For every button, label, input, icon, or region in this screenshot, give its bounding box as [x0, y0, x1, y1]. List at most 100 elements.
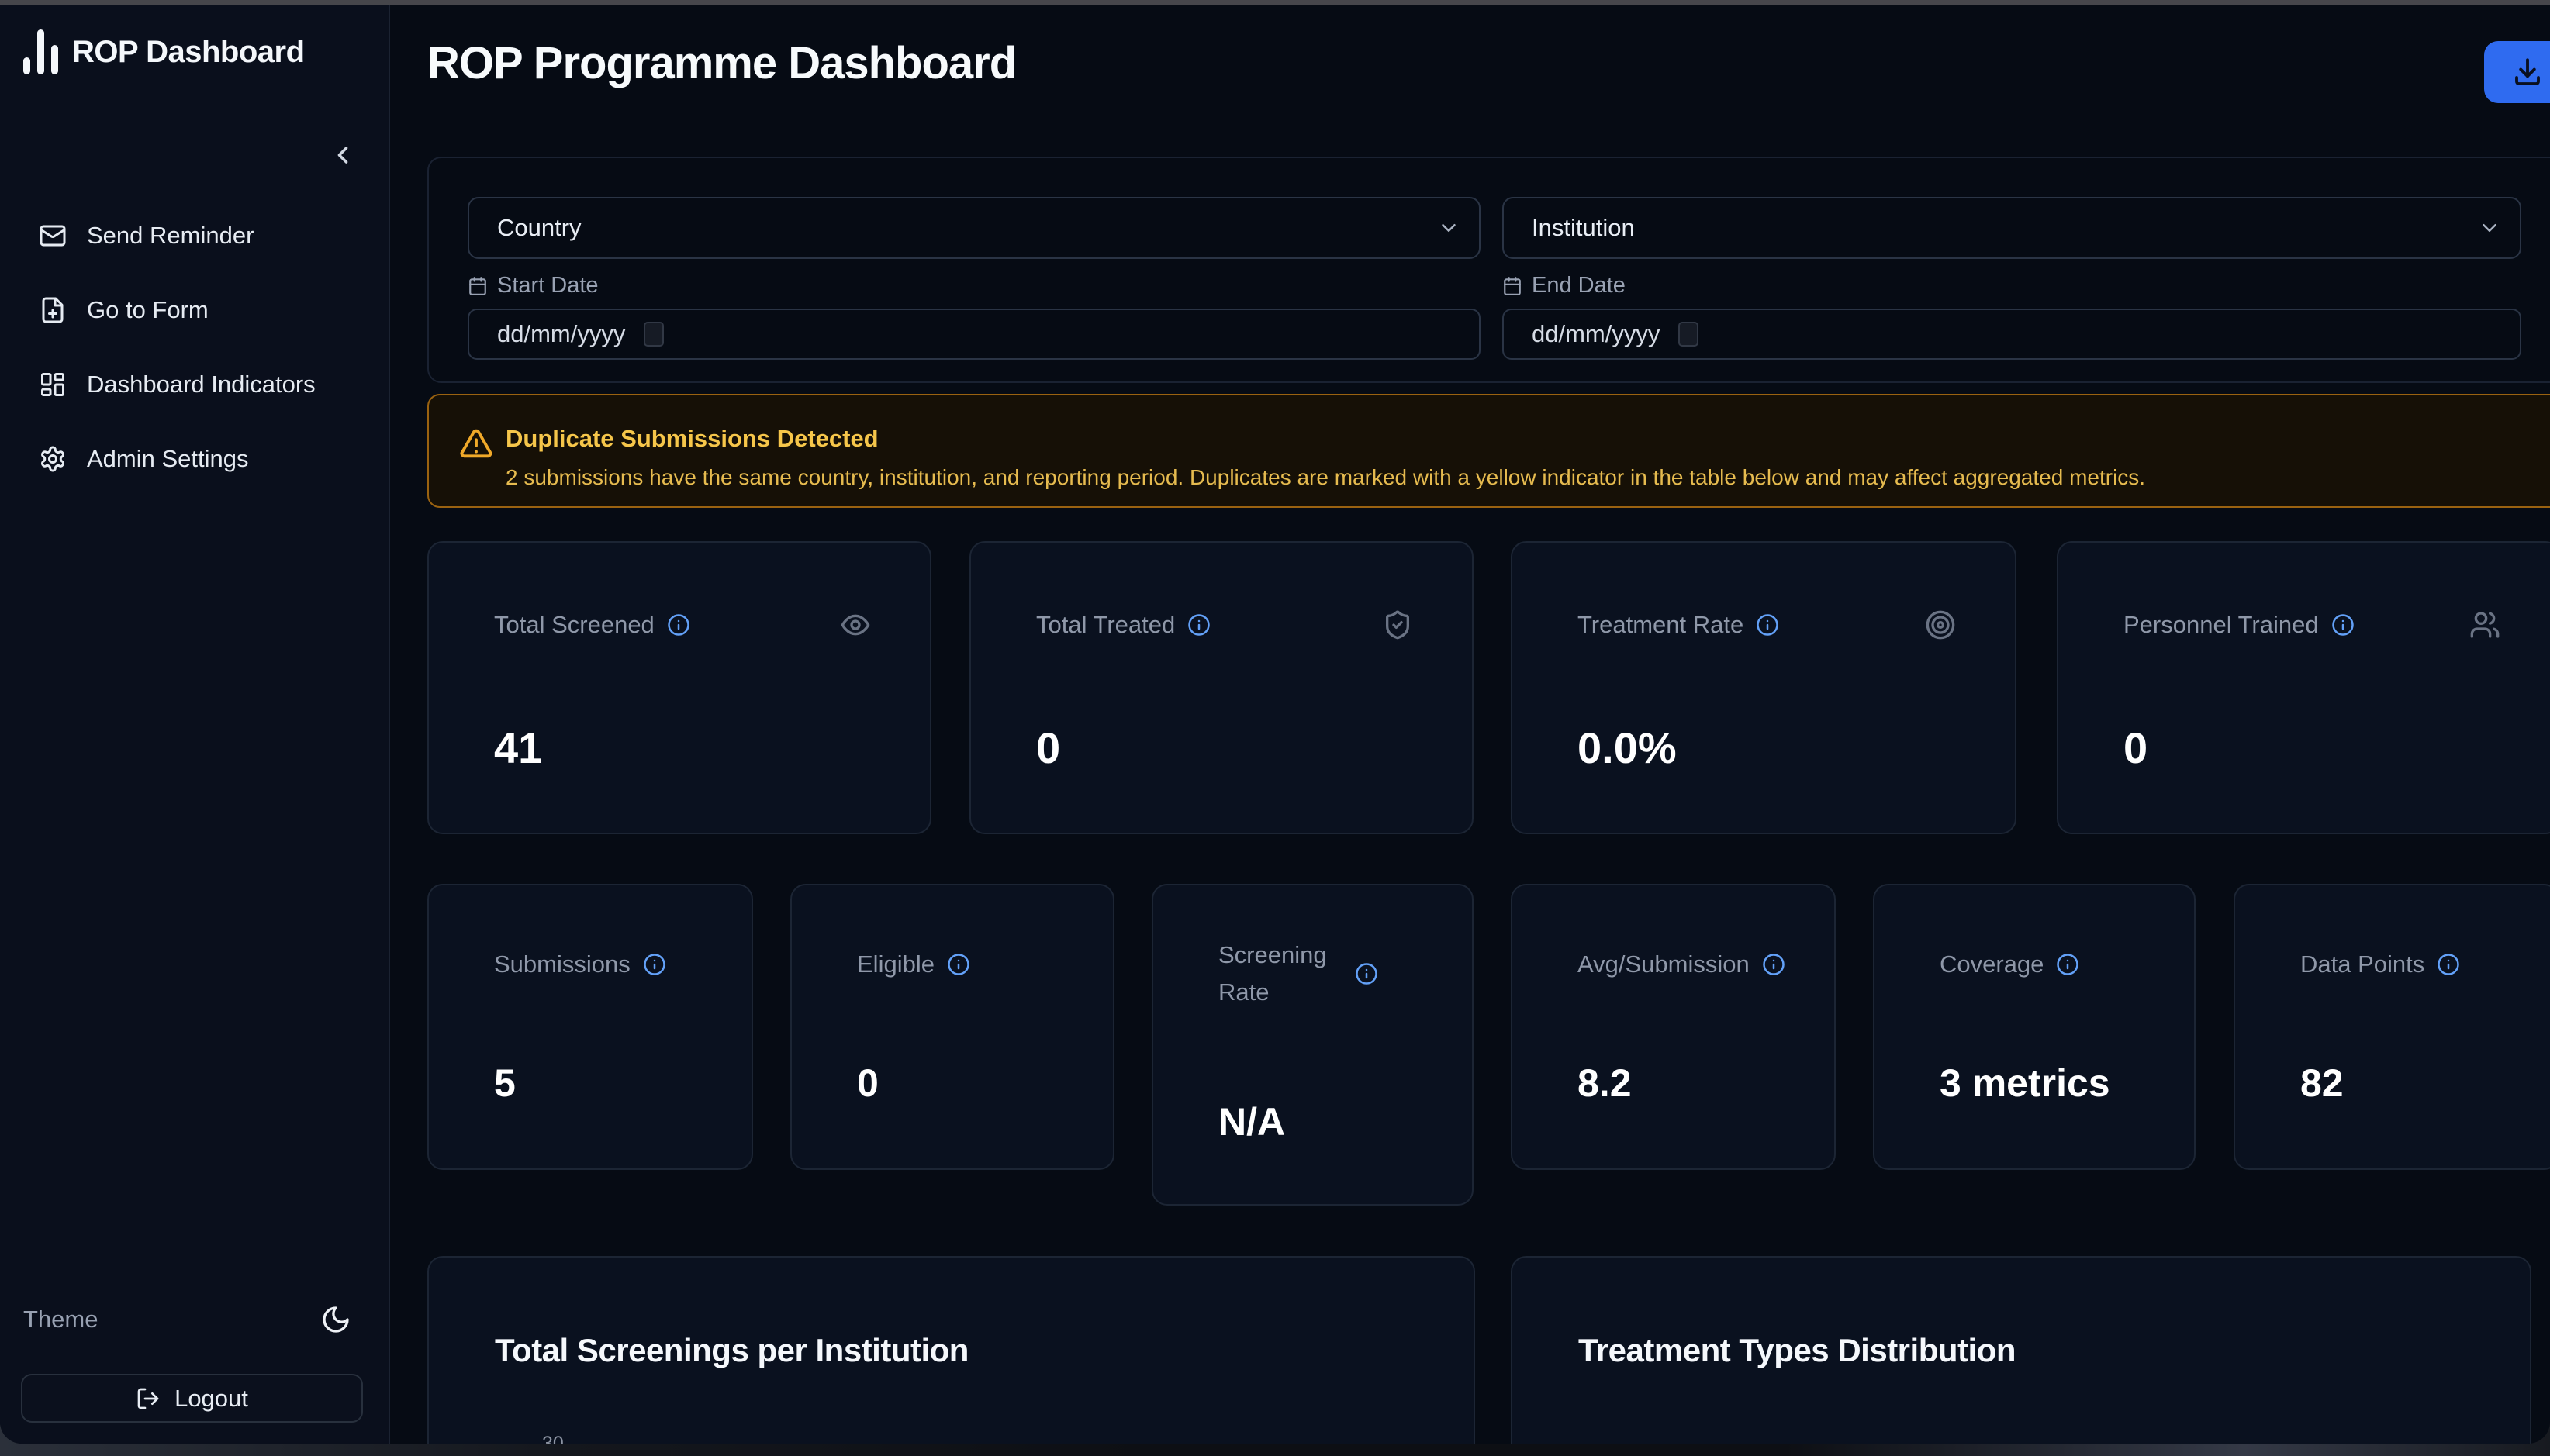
stat-value: 8.2	[1577, 1061, 1632, 1106]
stat-card-total-screened: Total Screened 41	[427, 541, 931, 834]
stat-card-personnel-trained: Personnel Trained 0	[2057, 541, 2550, 834]
sidebar-collapse-button[interactable]	[326, 138, 360, 172]
info-icon[interactable]	[2331, 613, 2355, 637]
y-axis-tick-label: 30	[542, 1433, 564, 1444]
page-title: ROP Programme Dashboard	[427, 37, 1016, 89]
stat-value: 0	[1036, 723, 1060, 773]
stat-card-eligible: Eligible 0	[790, 884, 1114, 1170]
app-logo-text: ROP Dashboard	[72, 35, 305, 70]
screen: ROP Dashboard Send Reminder	[0, 0, 2550, 1456]
warning-message: 2 submissions have the same country, ins…	[506, 465, 2145, 490]
end-date-label: End Date	[1502, 273, 1626, 298]
info-icon[interactable]	[2437, 953, 2460, 976]
app-window: ROP Dashboard Send Reminder	[0, 5, 2550, 1444]
sidebar-item-admin-settings[interactable]: Admin Settings	[0, 436, 389, 482]
stat-value: N/A	[1218, 1099, 1285, 1144]
layout-dashboard-icon	[39, 371, 67, 399]
duplicate-warning-banner: Duplicate Submissions Detected 2 submiss…	[427, 394, 2550, 508]
users-icon	[2469, 609, 2500, 640]
stat-label: Total Treated	[1036, 611, 1175, 639]
stat-card-avg-submission: Avg/Submission 8.2	[1511, 884, 1836, 1170]
stat-card-data-points: Data Points 82	[2234, 884, 2550, 1170]
info-icon[interactable]	[1355, 962, 1378, 985]
stat-card-total-treated: Total Treated 0	[969, 541, 1474, 834]
stat-value: 3 metrics	[1940, 1061, 2110, 1106]
start-date-label-text: Start Date	[497, 273, 599, 298]
stat-card-submissions: Submissions 5	[427, 884, 753, 1170]
institution-select-value: Institution	[1532, 214, 1635, 242]
calendar-icon	[1502, 276, 1522, 296]
country-select-value: Country	[497, 214, 582, 242]
info-icon[interactable]	[667, 613, 690, 637]
moon-icon[interactable]	[320, 1304, 351, 1335]
stat-label: Personnel Trained	[2123, 611, 2319, 639]
stat-label: Treatment Rate	[1577, 611, 1743, 639]
stat-card-screening-rate: Screening Rate N/A	[1152, 884, 1474, 1206]
stat-label: Data Points	[2300, 951, 2424, 978]
stat-value: 0	[2123, 723, 2147, 773]
theme-label: Theme	[23, 1306, 98, 1334]
start-date-placeholder: dd/mm/yyyy	[497, 320, 625, 348]
info-icon[interactable]	[1756, 613, 1779, 637]
stat-value: 0	[857, 1061, 879, 1106]
download-icon	[2511, 56, 2544, 88]
stat-card-coverage: Coverage 3 metrics	[1873, 884, 2196, 1170]
sidebar-item-go-to-form[interactable]: Go to Form	[0, 287, 389, 333]
native-datepicker-icon[interactable]	[644, 322, 664, 347]
stat-value: 0.0%	[1577, 723, 1677, 773]
info-icon[interactable]	[947, 953, 970, 976]
start-date-input[interactable]: dd/mm/yyyy	[468, 309, 1481, 360]
stat-label: Total Screened	[494, 611, 655, 639]
main-content: ROP Programme Dashboard Country Institut…	[392, 5, 2550, 1444]
stat-card-treatment-rate: Treatment Rate 0.0%	[1511, 541, 2016, 834]
chevron-left-icon	[329, 141, 357, 169]
chart-axis-fragment: 30	[429, 1258, 1474, 1444]
bar-chart-logo-icon	[23, 28, 58, 76]
gear-icon	[39, 445, 67, 473]
file-plus-icon	[39, 296, 67, 324]
mail-icon	[39, 222, 67, 250]
end-date-placeholder: dd/mm/yyyy	[1532, 320, 1660, 348]
stat-label: Screening Rate	[1218, 937, 1342, 1011]
sidebar-item-send-reminder[interactable]: Send Reminder	[0, 212, 389, 259]
sidebar-item-label: Send Reminder	[87, 222, 254, 250]
stat-label: Coverage	[1940, 951, 2044, 978]
info-icon[interactable]	[1187, 613, 1211, 637]
chevron-down-icon	[1437, 216, 1460, 240]
eye-icon	[840, 609, 871, 640]
info-icon[interactable]	[643, 953, 666, 976]
stat-label: Avg/Submission	[1577, 951, 1750, 978]
start-date-label: Start Date	[468, 273, 599, 298]
alert-triangle-icon	[458, 426, 494, 462]
warning-title: Duplicate Submissions Detected	[506, 425, 879, 453]
stat-value: 41	[494, 723, 542, 773]
filters-panel: Country Institution Start Date	[427, 157, 2550, 383]
native-datepicker-icon[interactable]	[1678, 322, 1698, 347]
chart-card-screenings-per-institution: Total Screenings per Institution 30	[427, 1256, 1475, 1444]
country-select[interactable]: Country	[468, 197, 1481, 259]
stat-label: Eligible	[857, 951, 935, 978]
download-report-button[interactable]	[2484, 41, 2550, 103]
shield-check-icon	[1382, 609, 1413, 640]
target-icon	[1925, 609, 1956, 640]
stat-value: 82	[2300, 1061, 2344, 1106]
institution-select[interactable]: Institution	[1502, 197, 2521, 259]
info-icon[interactable]	[2056, 953, 2079, 976]
sidebar-item-label: Admin Settings	[87, 445, 249, 473]
sidebar-item-dashboard-indicators[interactable]: Dashboard Indicators	[0, 361, 389, 408]
info-icon[interactable]	[1762, 953, 1785, 976]
stat-label: Submissions	[494, 951, 631, 978]
chevron-down-icon	[2478, 216, 2501, 240]
chart-card-treatment-types: Treatment Types Distribution	[1511, 1256, 2531, 1444]
end-date-input[interactable]: dd/mm/yyyy	[1502, 309, 2521, 360]
app-logo: ROP Dashboard	[23, 28, 305, 76]
logout-button[interactable]: Logout	[21, 1374, 363, 1423]
logout-icon	[136, 1386, 161, 1411]
chart-title: Treatment Types Distribution	[1578, 1332, 2016, 1369]
calendar-icon	[468, 276, 488, 296]
sidebar: ROP Dashboard Send Reminder	[0, 5, 390, 1444]
sidebar-nav: Send Reminder Go to Form Dashboard Indic…	[0, 212, 389, 510]
end-date-label-text: End Date	[1532, 273, 1626, 298]
stat-value: 5	[494, 1061, 516, 1106]
logout-label: Logout	[174, 1385, 248, 1413]
